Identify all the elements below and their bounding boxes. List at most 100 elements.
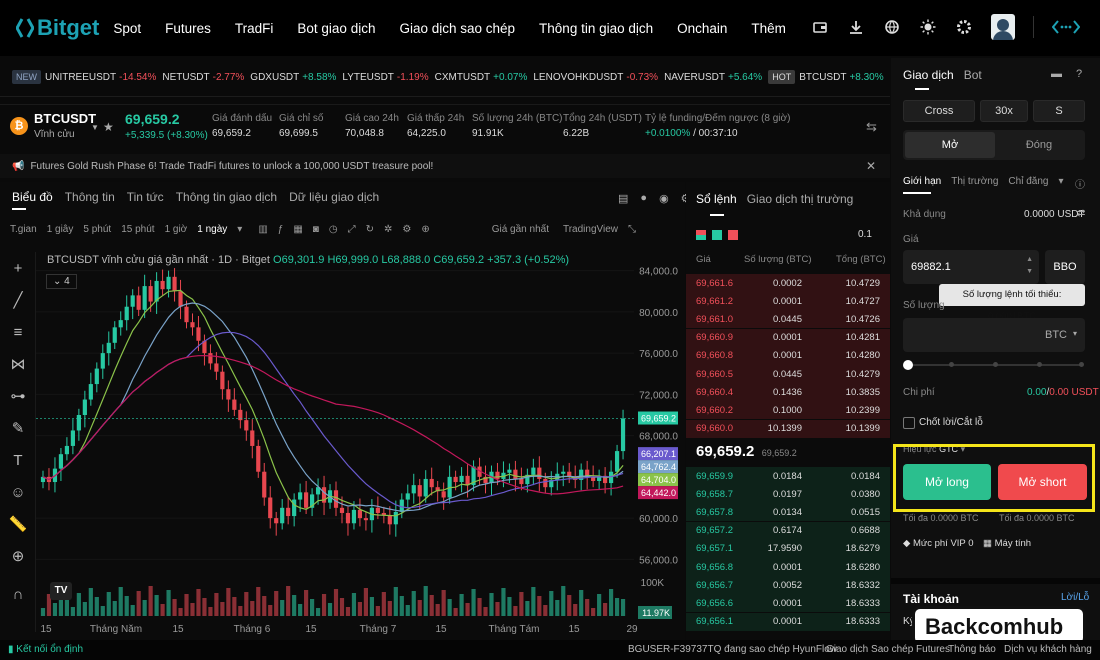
favorite-star-icon[interactable]: ★ [103,120,114,134]
asks-view-icon[interactable] [728,230,738,240]
fullscreen-icon[interactable]: ⤢ [347,224,356,235]
grid-icon[interactable]: ▦ [293,224,303,235]
ask-row[interactable]: 69,660.9 0.0001 10.4281 [686,328,890,347]
crosshair-icon[interactable]: + [13,259,23,277]
tpsl-checkbox[interactable] [903,417,915,429]
trendline-icon[interactable]: ╱ [13,292,23,309]
bid-row[interactable]: 69,657.8 0.0134 0.0515 [686,503,890,522]
open-short-button[interactable]: Mở short [998,464,1087,500]
pattern-icon[interactable]: ⋈ [10,356,26,373]
close-tab[interactable]: Đóng [1025,139,1053,151]
copy-trading-link[interactable]: Giao dịch Sao chép Futures [826,644,950,655]
zoom-icon[interactable]: ⊕ [11,548,25,565]
open-long-button[interactable]: Mở long [903,464,991,500]
qty-unit-dropdown-icon[interactable]: ▾ [1072,329,1077,338]
qty-input[interactable]: BTC ▾ [903,318,1085,352]
chevron-down-icon[interactable]: ▾ [1058,176,1064,187]
ask-row[interactable]: 69,660.8 0.0001 10.4280 [686,346,890,365]
tab-chart[interactable]: Biểu đồ [12,190,53,210]
tab-orderbook[interactable]: Sổ lệnh [696,192,737,206]
gear-icon[interactable] [955,18,973,36]
tab-trading-info[interactable]: Thông tin giao dịch [175,190,278,204]
bid-row[interactable]: 69,656.8 0.0001 18.6280 [686,558,890,576]
ask-row[interactable]: 69,661.6 0.0002 10.4729 [686,274,890,292]
nav-onchain[interactable]: Onchain [677,20,728,36]
swap-icon[interactable]: ⇄ [1077,208,1086,219]
nav-spot[interactable]: Spot [113,20,142,36]
qty-unit-select[interactable]: BTC [1045,329,1067,341]
price-input[interactable]: 69882.1 ▲ ▼ [903,250,1039,284]
notifications-link[interactable]: Thông báo [948,644,996,655]
ticker-item[interactable]: LYTEUSDT -1.19% [342,72,428,83]
connect-icon[interactable] [1052,18,1080,36]
emoji-icon[interactable]: ☺ [10,483,26,501]
wallet-icon[interactable] [811,18,829,36]
price-stepper-icon[interactable]: ▲ ▼ [1026,256,1033,275]
nav-tradfi[interactable]: TradFi [234,20,274,36]
document-icon[interactable]: ▤ [618,193,629,205]
tf-5m[interactable]: 5 phút [83,224,112,235]
nav-bot[interactable]: Bot giao dịch [297,20,376,36]
ticker-item[interactable]: BTCUSDT +8.30% [799,72,883,83]
tab-news[interactable]: Tin tức [126,190,164,204]
calculator-icon[interactable]: ▬ [1051,68,1062,80]
tab-info[interactable]: Thông tin [64,190,115,204]
bid-row[interactable]: 69,656.6 0.0001 18.6333 [686,594,890,613]
chart-settings-icon[interactable]: ⚙ [681,192,691,205]
bid-row[interactable]: 69,657.2 0.6174 0.6688 [686,521,890,540]
ticker-item[interactable]: UNITREEUSDT -14.54% [45,72,156,83]
tf-time[interactable]: T.gian [10,224,37,235]
slider-handle[interactable] [903,360,913,370]
leverage-button[interactable]: 30x [980,100,1028,122]
nav-trading-info[interactable]: Thông tin giao dịch [539,20,654,36]
clock-icon[interactable]: ◷ [328,224,338,235]
tab-market-trades[interactable]: Giao dịch thị trường [746,192,854,206]
open-tab[interactable]: Mở [905,132,995,158]
copy-marquee[interactable]: BGUSER-F39737TQ đang sao chép HyunFlow [628,644,837,655]
info-icon[interactable]: ⓘ [1075,180,1085,191]
ticker-item[interactable]: CXMTUSDT +0.07% [435,72,528,83]
price-source-select[interactable]: Giá gần nhất [491,224,549,235]
bbo-button[interactable]: BBO [1045,250,1085,284]
validity-row[interactable]: Hiệu lực GTC ▾ [903,444,966,454]
order-type-limit[interactable]: Giới hạn [903,176,942,187]
symbol-selector[interactable]: BTCUSDT Vĩnh cửu [34,111,96,140]
magnet-icon[interactable]: ∩ [12,585,24,603]
order-type-post-only[interactable]: Chỉ đăng [1008,176,1049,187]
pnl-link[interactable]: Lời/Lỗ [1061,592,1090,603]
redo-icon[interactable]: ↻ [365,224,374,235]
swap-arrows-icon[interactable]: ⇆ [866,119,877,134]
ticker-item[interactable]: NETUSDT -2.77% [162,72,244,83]
indicator-toggle[interactable]: ⌄ 4 [46,274,77,289]
nav-futures[interactable]: Futures [165,20,211,36]
ruler-icon[interactable]: 📏 [8,516,28,533]
candle-type-icon[interactable]: ▥ [258,224,268,235]
notice-text[interactable]: Futures Gold Rush Phase 6! Trade TradFi … [30,160,434,172]
indicators-icon[interactable]: ƒ [277,224,284,235]
ask-row[interactable]: 69,661.2 0.0001 10.4727 [686,292,890,311]
bid-row[interactable]: 69,659.9 0.0184 0.0184 [686,467,890,485]
ticker-item[interactable]: GDXUSDT +8.58% [250,72,336,83]
tf-1h[interactable]: 1 giờ [164,224,188,235]
fib-icon[interactable]: ⊶ [10,388,26,405]
expand-icon[interactable]: ⤡ [628,224,636,235]
horizontal-lines-icon[interactable]: ≡ [13,323,23,341]
layers-icon[interactable]: ⊕ [421,224,430,235]
both-view-icon[interactable] [696,230,706,240]
tab-trading-data[interactable]: Dữ liệu giao dịch [289,190,380,204]
ask-row[interactable]: 69,660.5 0.0445 10.4279 [686,365,890,383]
ask-row[interactable]: 69,660.2 0.1000 10.2399 [686,401,890,420]
camera-icon[interactable]: ◙ [312,224,319,235]
ticker-item[interactable]: LENOVOHKDUSDT -0.73% [533,72,658,83]
nav-more[interactable]: Thêm [751,20,786,36]
bid-row[interactable]: 69,658.7 0.0197 0.0380 [686,485,890,504]
brush-icon[interactable]: ✎ [11,420,25,437]
settings-icon[interactable]: ✲ [383,224,393,235]
calculator-link[interactable]: ▦ Máy tính [983,538,1031,549]
view-mode-select[interactable]: TradingView [562,224,618,235]
tf-15m[interactable]: 15 phút [121,224,155,235]
tab-trade[interactable]: Giao dịch [903,68,954,82]
tf-dropdown-icon[interactable]: ▾ [237,224,243,235]
ask-row[interactable]: 69,660.4 0.1436 10.3835 [686,383,890,402]
alert-icon[interactable]: ● [640,192,648,204]
